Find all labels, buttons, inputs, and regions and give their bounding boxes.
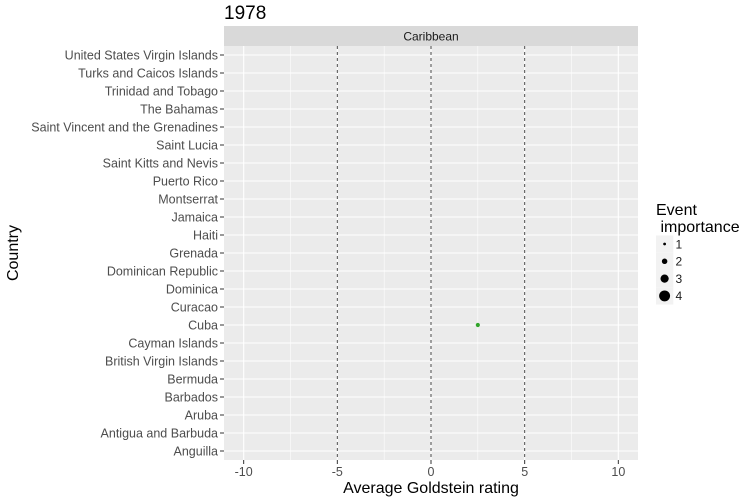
legend-title-line1: Event — [656, 202, 697, 219]
legend-key-point — [660, 274, 669, 283]
y-tick-label: Turks and Caicos Islands — [78, 66, 218, 80]
y-tick-label: Anguilla — [174, 444, 219, 458]
y-tick-label: Montserrat — [158, 192, 218, 206]
y-tick-label: Puerto Rico — [153, 174, 218, 188]
y-tick-label: Saint Vincent and the Grenadines — [31, 120, 218, 134]
x-tick-label: 5 — [521, 465, 528, 479]
y-tick-label: Bermuda — [167, 372, 218, 386]
legend-key-point — [661, 258, 668, 265]
legend-key-point — [659, 290, 671, 302]
y-tick-label: United States Virgin Islands — [65, 48, 218, 62]
y-tick-label: The Bahamas — [140, 102, 218, 116]
legend-label: 3 — [676, 272, 683, 286]
facet-label: Caribbean — [403, 30, 458, 44]
data-points — [475, 322, 480, 328]
x-tick-label: 0 — [428, 465, 435, 479]
x-axis-ticks: -10 -5 0 5 10 — [235, 460, 625, 479]
y-tick-label: Saint Kitts and Nevis — [103, 156, 218, 170]
legend: Event importance 1 2 3 4 — [656, 202, 740, 305]
y-tick-label: Barbados — [164, 390, 218, 404]
y-axis-title: Country — [5, 225, 22, 281]
y-tick-label: Curacao — [171, 300, 218, 314]
y-tick-label: Dominican Republic — [107, 264, 218, 278]
y-tick-label: Antigua and Barbuda — [101, 426, 219, 440]
y-tick-label: Saint Lucia — [156, 138, 218, 152]
reference-lines — [336, 46, 526, 460]
legend-label: 4 — [676, 289, 683, 303]
y-tick-label: British Virgin Islands — [105, 354, 218, 368]
y-tick-label: Trinidad and Tobago — [105, 84, 218, 98]
chart-title: 1978 — [224, 3, 266, 24]
y-axis-ticks: Anguilla Antigua and Barbuda Aruba Barbados… — [31, 48, 224, 458]
facet-strip — [224, 26, 638, 46]
x-tick-label: -5 — [332, 465, 343, 479]
y-tick-label: Cuba — [188, 318, 218, 332]
x-axis-title: Average Goldstein rating — [343, 480, 519, 497]
y-tick-label: Dominica — [166, 282, 218, 296]
x-tick-label: -10 — [235, 465, 253, 479]
legend-title-line2: importance — [656, 219, 740, 236]
legend-key-point — [663, 242, 666, 246]
y-tick-label: Haiti — [193, 228, 218, 242]
x-tick-label: 10 — [611, 465, 625, 479]
y-tick-label: Grenada — [169, 246, 218, 260]
y-tick-label: Jamaica — [171, 210, 218, 224]
y-tick-label: Cayman Islands — [128, 336, 218, 350]
y-tick-label: Aruba — [185, 408, 218, 422]
legend-label: 2 — [676, 255, 683, 269]
legend-label: 1 — [676, 237, 683, 251]
data-point-cuba — [475, 322, 480, 328]
